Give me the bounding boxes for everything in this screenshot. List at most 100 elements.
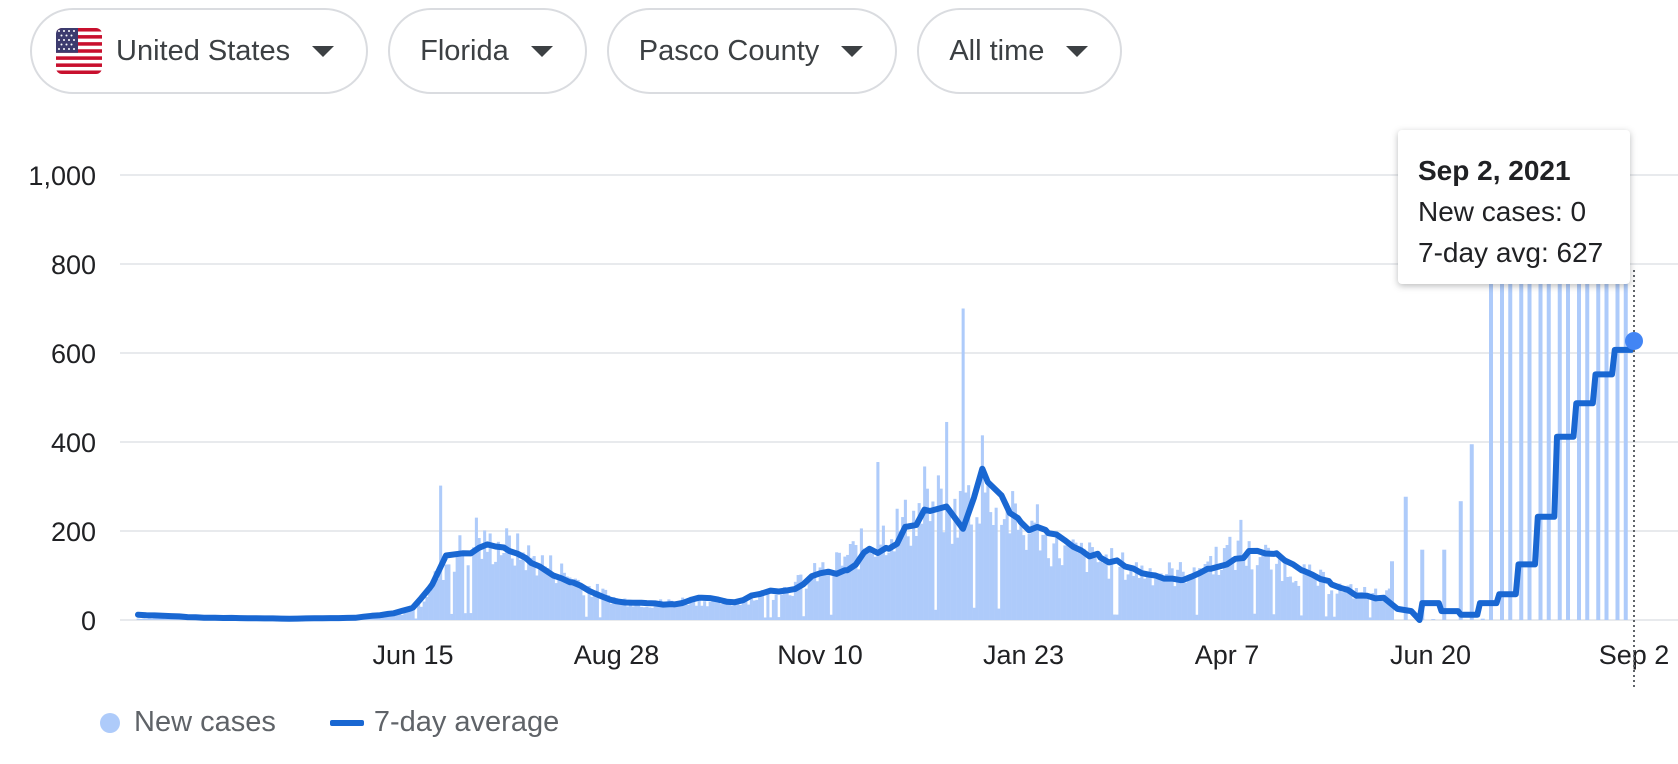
x-tick-label: Nov 10 [777, 640, 863, 670]
new-cases-bar [736, 602, 740, 620]
new-cases-bar [725, 598, 729, 620]
new-cases-bar [1005, 502, 1009, 620]
new-cases-bar [1145, 574, 1149, 620]
new-cases-bar [1247, 541, 1251, 620]
legend-item-average[interactable]: 7-day average [329, 706, 559, 739]
state-dropdown[interactable]: Florida [388, 8, 587, 94]
new-cases-bar [1242, 556, 1246, 620]
new-cases-bar [1022, 535, 1026, 620]
new-cases-bar [1046, 558, 1050, 620]
new-cases-bar [997, 608, 1001, 620]
new-cases-bar [777, 617, 781, 620]
new-cases-bar [791, 595, 795, 620]
new-cases-bar [1291, 582, 1295, 620]
new-cases-bar [532, 556, 536, 620]
new-cases-bar [829, 614, 833, 620]
new-cases-bar [1321, 571, 1325, 620]
new-cases-bar [1255, 565, 1259, 620]
new-cases-bar [840, 565, 844, 620]
new-cases-bar [1220, 570, 1224, 620]
country-dropdown[interactable]: United States [30, 8, 369, 94]
tooltip-new-cases: New cases: 0 [1418, 196, 1587, 227]
new-cases-bar [642, 607, 646, 620]
new-cases-bar [1308, 564, 1312, 620]
new-cases-bar [760, 590, 764, 620]
new-cases-bar [755, 599, 759, 620]
new-cases-bar [703, 601, 707, 620]
new-cases-bar [1313, 577, 1317, 620]
new-cases-bar [1566, 175, 1570, 620]
new-cases-bar [1027, 533, 1031, 620]
new-cases-bar [895, 508, 899, 620]
new-cases-bar [609, 603, 613, 620]
new-cases-bar [1162, 579, 1166, 620]
new-cases-bar [606, 595, 610, 620]
new-cases-bar [936, 475, 940, 620]
new-cases-bar [917, 503, 921, 620]
new-cases-bar [590, 596, 594, 620]
new-cases-bar [540, 555, 544, 620]
new-cases-bar [931, 501, 935, 620]
new-cases-bar [653, 605, 657, 620]
new-cases-bar [450, 613, 454, 620]
new-cases-bar [439, 485, 443, 620]
new-cases-bar [1577, 175, 1581, 620]
new-cases-bar [1170, 568, 1174, 620]
new-cases-bar [1280, 580, 1284, 620]
new-cases-bar [1253, 613, 1257, 620]
new-cases-bar [744, 598, 748, 620]
legend-item-new-cases[interactable]: New cases [100, 706, 276, 739]
new-cases-bar [1431, 619, 1436, 620]
new-cases-bar [1041, 534, 1045, 620]
new-cases-bar [953, 498, 957, 620]
new-cases-bar [1365, 595, 1369, 620]
new-cases-bar [595, 583, 599, 620]
new-cases-bar [1167, 562, 1171, 620]
new-cases-bar [1178, 562, 1182, 620]
new-cases-bar [491, 564, 495, 620]
chart-tooltip: Sep 2, 2021 New cases: 0 7-day avg: 627 [1398, 130, 1630, 284]
chevron-down-icon [530, 45, 553, 57]
new-cases-bar [881, 525, 885, 620]
new-cases-bar [1500, 175, 1504, 620]
new-cases-bar [458, 535, 462, 620]
new-cases-bar [1615, 175, 1620, 620]
new-cases-bar [169, 618, 173, 620]
new-cases-bar [626, 606, 630, 620]
new-cases-bar [593, 591, 597, 620]
new-cases-bar [155, 618, 159, 620]
new-cases-bar [1596, 175, 1601, 620]
new-cases-bar [983, 492, 987, 620]
new-cases-bar [1192, 567, 1196, 620]
time-range-dropdown[interactable]: All time [917, 8, 1123, 94]
new-cases-bar [661, 604, 665, 620]
new-cases-bar [659, 599, 663, 620]
new-cases-bar [664, 602, 668, 620]
new-cases-bar [1132, 575, 1136, 620]
new-cases-bar [788, 595, 792, 620]
new-cases-bar [1231, 557, 1235, 620]
new-cases-bar [645, 606, 649, 620]
new-cases-bar [708, 601, 712, 620]
new-cases-bar [763, 617, 767, 620]
new-cases-bar [741, 600, 745, 620]
new-cases-bar [670, 600, 674, 620]
new-cases-bar [876, 462, 880, 620]
new-cases-bar [1327, 594, 1331, 620]
new-cases-bar [961, 308, 965, 620]
new-cases-bar [859, 528, 863, 620]
new-cases-bar [1066, 541, 1070, 620]
new-cases-bar [769, 617, 773, 620]
y-tick-label: 1,000 [28, 161, 96, 191]
new-cases-bar [1335, 593, 1339, 620]
new-cases-bar [436, 578, 440, 620]
x-tick-label: Jan 23 [983, 640, 1064, 670]
new-cases-bar [1557, 175, 1562, 620]
county-dropdown[interactable]: Pasco County [606, 8, 898, 94]
new-cases-bar [1330, 590, 1334, 620]
new-cases-bar [1239, 519, 1243, 620]
new-cases-bar [846, 554, 850, 620]
new-cases-swatch [100, 712, 120, 733]
new-cases-bar [144, 618, 148, 620]
new-cases-bar [1305, 571, 1309, 620]
